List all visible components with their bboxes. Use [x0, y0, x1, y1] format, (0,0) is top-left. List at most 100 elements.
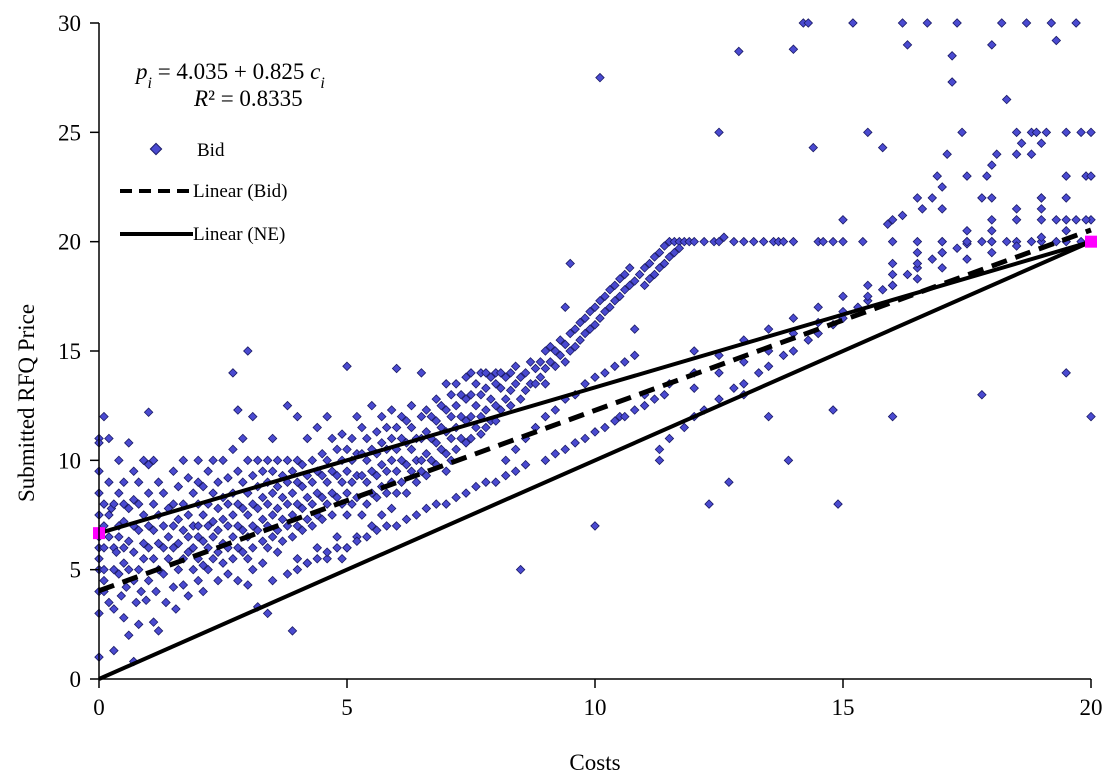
- bid-point: [391, 466, 402, 477]
- bid-point: [327, 433, 337, 444]
- bid-point: [213, 575, 223, 586]
- bid-point: [337, 477, 347, 487]
- bid-point: [173, 538, 184, 549]
- bid-point: [109, 499, 119, 509]
- bid-point: [267, 433, 278, 444]
- bid-point: [381, 488, 392, 498]
- bid-point: [714, 368, 724, 378]
- bid-point: [287, 626, 298, 636]
- bid-point: [322, 547, 332, 557]
- bid-point: [297, 459, 308, 470]
- bid-point: [138, 553, 149, 564]
- bid-point: [362, 532, 372, 542]
- bid-point: [466, 389, 476, 400]
- bid-point: [193, 455, 203, 466]
- regression-equation: pi = 4.035 + 0.825 ci: [134, 59, 325, 92]
- bid-point: [619, 411, 630, 422]
- bid-point: [272, 547, 283, 557]
- legend: Bid Linear (Bid) Linear (NE): [120, 140, 287, 245]
- bid-point: [595, 313, 605, 323]
- bid-point: [243, 553, 253, 564]
- bid-point: [371, 470, 382, 481]
- bid-point: [510, 444, 521, 455]
- bid-point: [897, 18, 908, 28]
- bid-point: [391, 422, 402, 433]
- legend-label-linear-bid: Linear (Bid): [193, 181, 287, 202]
- bid-point: [342, 466, 352, 477]
- bid-point: [143, 575, 154, 586]
- equation-p-sub: i: [148, 75, 152, 92]
- bid-point: [912, 193, 923, 203]
- bid-point: [178, 455, 189, 466]
- bid-point: [1061, 368, 1071, 378]
- bid-point: [133, 477, 144, 487]
- bid-point: [252, 503, 263, 514]
- bid-point: [962, 171, 972, 181]
- bid-point: [545, 341, 556, 352]
- bid-point: [619, 269, 630, 280]
- bid-point: [714, 394, 724, 404]
- bid-point: [292, 564, 303, 575]
- bid-point: [858, 236, 868, 247]
- bid-point: [649, 269, 660, 280]
- bid-point: [233, 575, 243, 586]
- bid-point: [1016, 138, 1027, 149]
- bid-point: [763, 361, 774, 372]
- bid-point: [555, 350, 566, 361]
- bid-point: [461, 438, 471, 448]
- r2-value: ² = 0.8335: [208, 86, 303, 111]
- bid-point: [699, 236, 709, 247]
- bid-point: [704, 499, 714, 509]
- bid-point: [570, 324, 580, 334]
- bid-point: [882, 219, 893, 229]
- bid-point: [218, 455, 228, 466]
- bid-point: [977, 389, 987, 400]
- equation-c: c: [310, 59, 320, 84]
- bid-point: [644, 274, 655, 284]
- bid-point: [600, 368, 610, 378]
- bid-point: [1071, 18, 1081, 28]
- bid-point: [168, 521, 179, 531]
- bid-point: [535, 372, 546, 383]
- bid-point: [952, 18, 962, 28]
- bid-point: [138, 538, 149, 549]
- bid-point: [654, 247, 665, 258]
- bid-point: [788, 44, 799, 55]
- bid-point: [719, 232, 729, 243]
- bid-point: [644, 258, 655, 269]
- bid-point: [396, 477, 407, 487]
- bid-point: [178, 525, 189, 536]
- bid-point: [456, 389, 466, 400]
- bid-point: [714, 127, 724, 138]
- bid-point: [213, 477, 223, 487]
- bid-point: [585, 306, 595, 317]
- bid-point: [540, 455, 551, 466]
- bid-point: [1061, 127, 1071, 138]
- bid-point: [163, 532, 174, 542]
- bid-point: [213, 503, 223, 514]
- bid-point: [342, 361, 352, 372]
- bid-point: [173, 481, 184, 492]
- bid-point: [481, 368, 491, 378]
- bid-point: [912, 236, 923, 247]
- bid-point: [302, 492, 313, 503]
- bid-point: [119, 558, 129, 568]
- bid-point: [500, 372, 511, 383]
- bid-point: [937, 204, 947, 214]
- bid-point: [510, 361, 521, 372]
- bid-point: [947, 51, 957, 61]
- bid-point: [1036, 215, 1047, 225]
- bid-point: [585, 324, 595, 334]
- bid-point: [282, 499, 293, 509]
- bid-point: [188, 488, 199, 498]
- bid-point: [362, 499, 372, 509]
- bid-point: [352, 411, 362, 422]
- bid-point: [257, 466, 268, 477]
- equation-rest: = 4.035 + 0.825: [152, 59, 310, 84]
- bid-point: [362, 455, 372, 466]
- bid-point: [877, 142, 888, 153]
- bid-point: [937, 263, 947, 273]
- bid-point: [416, 466, 427, 477]
- bid-point: [233, 543, 243, 553]
- bid-point: [119, 613, 129, 623]
